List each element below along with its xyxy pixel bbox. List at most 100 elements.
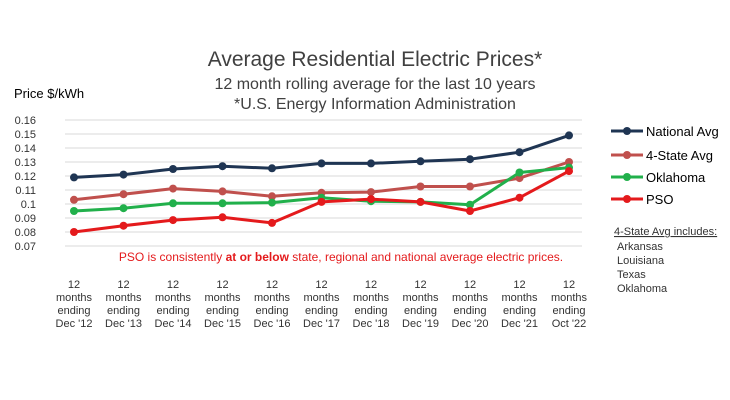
annotation-text-bold: at or below xyxy=(226,250,290,264)
note-item-texas: Texas xyxy=(617,269,646,281)
x-tick-label-line: 12 xyxy=(167,279,179,291)
x-tick-label-line: Dec '13 xyxy=(105,318,142,330)
data-point-national-avg xyxy=(317,159,326,168)
x-tick-label-line: Dec '14 xyxy=(155,318,192,330)
data-point-4-state-avg xyxy=(515,174,524,183)
data-point-4-state-avg xyxy=(70,195,78,204)
x-tick-label-line: Dec '19 xyxy=(402,318,439,330)
y-axis-label: Price $/kWh xyxy=(14,86,84,101)
data-point-pso xyxy=(367,195,375,204)
x-tick-label-line: ending xyxy=(107,305,140,317)
y-tick-label: 0.09 xyxy=(15,213,36,225)
x-tick-label: 12 months ending Dec '19 xyxy=(402,279,439,330)
data-point-pso xyxy=(169,216,177,225)
x-tick-label: 12 months ending Dec '18 xyxy=(353,279,390,330)
x-tick-label-line: 12 xyxy=(563,279,575,291)
y-tick-label: 0.07 xyxy=(15,241,36,253)
x-tick-label-line: months xyxy=(204,292,241,304)
x-tick-label-line: Dec '21 xyxy=(501,318,538,330)
data-point-pso xyxy=(416,197,425,206)
note-item-louisiana: Louisiana xyxy=(617,255,665,267)
x-tick-label-line: months xyxy=(402,292,439,304)
x-tick-label-line: Dec '15 xyxy=(204,318,241,330)
y-tick-label: 0.11 xyxy=(15,185,36,197)
data-point-national-avg xyxy=(119,170,128,179)
data-point-4-state-avg xyxy=(119,190,128,199)
data-point-pso xyxy=(218,213,227,222)
data-point-4-state-avg xyxy=(268,192,276,201)
y-tick-label: 0.12 xyxy=(15,171,36,183)
x-tick-label-line: 12 xyxy=(117,279,129,291)
data-point-pso xyxy=(317,197,326,206)
legend-item-oklahoma: Oklahoma xyxy=(611,170,706,185)
data-point-oklahoma xyxy=(218,199,227,208)
data-point-national-avg xyxy=(169,165,177,173)
data-point-pso xyxy=(515,193,524,202)
data-point-pso xyxy=(119,221,128,230)
x-tick-label-line: ending xyxy=(354,305,387,317)
y-tick-labels: 0.07 0.08 0.09 0.1 0.11 0.12 0.13 0.14 0.15 0.16 xyxy=(15,115,36,253)
x-tick-label-line: 12 xyxy=(365,279,377,291)
annotation-text-after: state, regional and national average ele… xyxy=(289,250,563,264)
data-point-national-avg xyxy=(416,157,425,166)
data-point-4-state-avg xyxy=(416,182,425,191)
legend-item-4-state-avg: 4-State Avg xyxy=(611,148,713,163)
x-tick-label-line: Dec '18 xyxy=(353,318,390,330)
series-national-avg xyxy=(70,131,573,182)
x-tick-label-line: ending xyxy=(404,305,437,317)
series-4-state-avg xyxy=(70,158,573,204)
series-pso xyxy=(70,167,573,236)
y-tick-label: 0.13 xyxy=(15,157,36,169)
note-item-oklahoma: Oklahoma xyxy=(617,283,668,295)
y-tick-label: 0.16 xyxy=(15,115,36,127)
x-tick-label-line: months xyxy=(303,292,340,304)
x-tick-label-line: 12 xyxy=(216,279,228,291)
legend-swatch-marker xyxy=(623,195,631,203)
x-tick-label-line: ending xyxy=(453,305,486,317)
data-point-national-avg xyxy=(70,173,78,182)
annotation-text-before: PSO is consistently xyxy=(119,250,226,264)
data-point-4-state-avg xyxy=(169,184,177,193)
x-tick-label: 12 months ending Dec '17 xyxy=(303,279,340,330)
y-tick-label: 0.14 xyxy=(15,143,36,155)
note-item-arkansas: Arkansas xyxy=(617,241,663,253)
note-title: 4-State Avg includes: xyxy=(614,226,717,238)
data-point-pso xyxy=(70,228,78,236)
x-tick-label-line: Oct '22 xyxy=(552,318,587,330)
x-tick-label-line: 12 xyxy=(315,279,327,291)
x-tick-label: 12 months ending Dec '16 xyxy=(254,279,291,330)
x-tick-label-line: ending xyxy=(552,305,585,317)
data-point-pso xyxy=(466,207,474,215)
data-point-4-state-avg xyxy=(565,158,573,166)
legend-swatch-marker xyxy=(623,173,631,181)
data-point-national-avg xyxy=(268,164,276,173)
x-tick-label: 12 months ending Dec '20 xyxy=(452,279,489,330)
x-tick-label: 12 months ending Dec '13 xyxy=(105,279,142,330)
x-tick-label: 12 months ending Dec '14 xyxy=(155,279,192,330)
legend-swatch-marker xyxy=(623,151,631,159)
data-point-national-avg xyxy=(515,148,524,157)
data-point-pso xyxy=(565,167,573,176)
data-point-national-avg xyxy=(367,159,375,168)
data-point-national-avg xyxy=(218,162,227,171)
y-tick-label: 0.1 xyxy=(21,199,36,211)
data-point-oklahoma xyxy=(268,198,276,207)
data-point-4-state-avg xyxy=(367,188,375,197)
data-point-oklahoma xyxy=(466,200,474,209)
data-point-4-state-avg xyxy=(218,187,227,196)
x-tick-label: 12 months ending Dec '12 xyxy=(56,279,93,330)
four-state-note: 4-State Avg includes: Arkansas Louisiana… xyxy=(614,226,717,295)
x-tick-label-line: 12 xyxy=(414,279,426,291)
x-tick-label: 12 months ending Dec '15 xyxy=(204,279,241,330)
series-group xyxy=(70,131,573,236)
x-tick-label-line: ending xyxy=(255,305,288,317)
x-tick-label-line: 12 xyxy=(68,279,80,291)
chart-annotation: PSO is consistently at or below state, r… xyxy=(119,250,563,264)
data-point-national-avg xyxy=(565,131,573,140)
chart-subtitle-line-1: 12 month rolling average for the last 10… xyxy=(214,76,535,93)
x-tick-label-line: months xyxy=(353,292,390,304)
x-tick-label-line: months xyxy=(105,292,142,304)
legend-swatch-marker xyxy=(623,127,631,135)
